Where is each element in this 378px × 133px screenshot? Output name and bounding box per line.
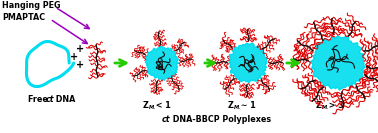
Text: Z: Z — [228, 101, 234, 109]
Text: +: + — [76, 44, 84, 54]
Text: +: + — [76, 60, 84, 70]
Polygon shape — [145, 46, 179, 80]
Polygon shape — [229, 43, 267, 83]
Text: > 3: > 3 — [326, 101, 344, 109]
Text: ct: ct — [46, 95, 55, 105]
Text: M.: M. — [149, 105, 156, 110]
Text: ∼ 1: ∼ 1 — [238, 101, 256, 109]
Text: Free: Free — [28, 95, 51, 105]
Text: M.: M. — [234, 105, 241, 110]
Text: Z: Z — [316, 101, 322, 109]
Text: DNA: DNA — [53, 95, 75, 105]
Text: DNA-BBCP Polyplexes: DNA-BBCP Polyplexes — [170, 115, 271, 124]
Polygon shape — [310, 36, 365, 90]
Text: PMAPTAC: PMAPTAC — [2, 13, 45, 22]
Text: Hanging PEG: Hanging PEG — [2, 1, 60, 10]
Text: ct: ct — [162, 115, 170, 124]
Text: M.: M. — [322, 105, 329, 110]
Text: < 1: < 1 — [153, 101, 171, 109]
Text: +: + — [70, 52, 78, 62]
Text: Z: Z — [143, 101, 149, 109]
